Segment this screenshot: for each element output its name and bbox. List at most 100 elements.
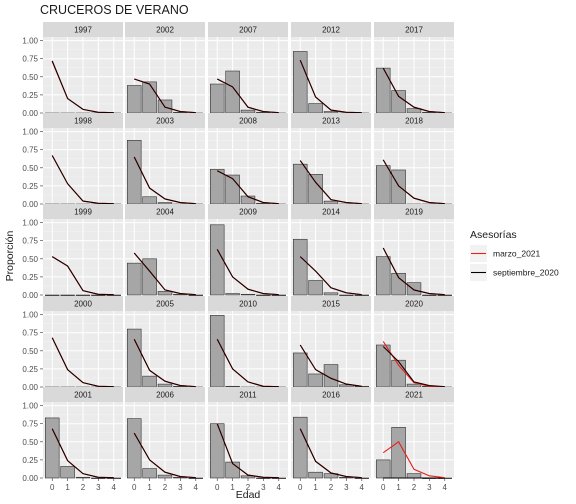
y-tick-label: 0.50 (22, 73, 38, 82)
x-tick-label: 2 (412, 483, 417, 492)
bar-2009-1 (225, 293, 240, 296)
bar-2021-0 (376, 459, 391, 479)
line-septiembre-2008 (216, 170, 279, 205)
bar-2001-0 (45, 417, 60, 479)
bar-2005-1 (142, 375, 157, 388)
x-tick-label: 0 (215, 483, 220, 492)
bar-2012-2 (323, 111, 339, 114)
line-septiembre-2015 (299, 344, 362, 387)
x-tick-label: 0 (50, 483, 55, 492)
strip-label-2002: 2002 (156, 26, 174, 35)
x-axis-title: Edad (236, 489, 261, 501)
y-tick-label: 0.25 (22, 91, 38, 100)
y-tick-label: 0.25 (22, 273, 38, 282)
bar-1999-1 (60, 294, 75, 296)
strip-label-2004: 2004 (156, 208, 174, 217)
y-tick-label: 0.50 (22, 255, 38, 264)
bar-2013-2 (323, 200, 339, 205)
bar-2011-1 (225, 461, 240, 479)
strip-label-2010: 2010 (239, 300, 257, 309)
bar-2014-1 (308, 280, 323, 296)
line-septiembre-2005 (133, 338, 196, 388)
line-septiembre-2007 (216, 78, 279, 114)
y-tick-label: 0.25 (22, 365, 38, 374)
bar-2015-4 (354, 385, 369, 388)
strip-label-2016: 2016 (322, 391, 340, 400)
y-tick-label: 0.50 (22, 347, 38, 356)
bar-2020-1 (391, 359, 406, 388)
strip-label-2019: 2019 (405, 208, 423, 217)
bar-2003-1 (142, 196, 157, 205)
bar-2019-4 (437, 294, 452, 296)
strip-2010 (208, 296, 288, 311)
y-tick-label: 0.75 (22, 420, 38, 429)
line-septiembre-2011 (216, 423, 279, 479)
bar-1999-4 (106, 294, 121, 296)
line-septiembre-1998 (51, 155, 114, 205)
line-septiembre-2004 (133, 252, 196, 296)
bar-2011-0 (210, 423, 225, 479)
strip-2006 (125, 387, 205, 402)
bar-2009-0 (210, 224, 225, 296)
y-tick-label: 1.00 (22, 37, 38, 46)
strip-2017 (374, 22, 454, 37)
bar-1999-0 (45, 294, 60, 296)
bar-2019-3 (422, 294, 437, 296)
x-tick-label: 1 (396, 483, 401, 492)
y-tick-label: 1.00 (22, 402, 38, 411)
line-septiembre-2000 (51, 337, 114, 388)
bar-2007-0 (210, 83, 225, 114)
x-tick-label: 4 (277, 483, 282, 492)
strip-label-2015: 2015 (322, 300, 340, 309)
y-tick-label: 0.25 (22, 182, 38, 191)
x-tick-label: 1 (65, 483, 70, 492)
bar-2007-2 (240, 109, 256, 114)
bar-2003-0 (127, 140, 142, 205)
bar-2018-1 (391, 169, 406, 205)
strip-2001 (43, 387, 123, 402)
legend-label-marzo: marzo_2021 (493, 249, 541, 259)
y-tick-label: 0.50 (22, 438, 38, 447)
strip-label-2014: 2014 (322, 208, 340, 217)
strip-2009 (208, 204, 288, 219)
x-tick-label: 4 (112, 483, 117, 492)
bar-2004-4 (188, 294, 203, 296)
x-tick-label: 3 (427, 483, 432, 492)
bar-2002-0 (127, 85, 142, 114)
bar-2021-2 (406, 473, 422, 479)
x-tick-label: 3 (344, 483, 349, 492)
bar-2017-2 (406, 108, 422, 114)
bar-2013-1 (308, 174, 323, 205)
y-tick-label: 1.00 (22, 219, 38, 228)
line-septiembre-2016 (299, 428, 362, 479)
y-tick-label: 0.75 (22, 146, 38, 155)
line-septiembre-1999 (51, 256, 114, 296)
x-tick-label: 1 (230, 483, 235, 492)
line-septiembre-2012 (299, 59, 362, 114)
x-tick-label: 2 (163, 483, 168, 492)
bar-2005-0 (127, 328, 142, 388)
strip-label-2017: 2017 (405, 26, 423, 35)
bar-2014-2 (323, 292, 339, 296)
y-tick-label: 0.00 (22, 383, 38, 392)
legend: Asesorías marzo_2021 septiembre_2020 (470, 229, 559, 281)
line-septiembre-2013 (299, 160, 362, 205)
bar-2015-1 (308, 373, 323, 388)
strip-2008 (208, 113, 288, 128)
y-tick-label: 0.50 (22, 164, 38, 173)
strip-label-2020: 2020 (405, 300, 423, 309)
line-septiembre-2006 (133, 432, 196, 479)
strip-label-2005: 2005 (156, 300, 174, 309)
bar-2001-2 (75, 476, 91, 479)
strip-label-2011: 2011 (239, 391, 257, 400)
strip-label-2001: 2001 (74, 391, 92, 400)
bar-2006-1 (142, 468, 157, 479)
bar-2014-4 (354, 294, 369, 296)
y-tick-label: 1.00 (22, 311, 38, 320)
strip-label-2021: 2021 (405, 391, 423, 400)
bar-2016-0 (293, 416, 308, 479)
strip-2002 (125, 22, 205, 37)
strip-label-2012: 2012 (322, 26, 340, 35)
strip-label-2018: 2018 (405, 117, 423, 126)
